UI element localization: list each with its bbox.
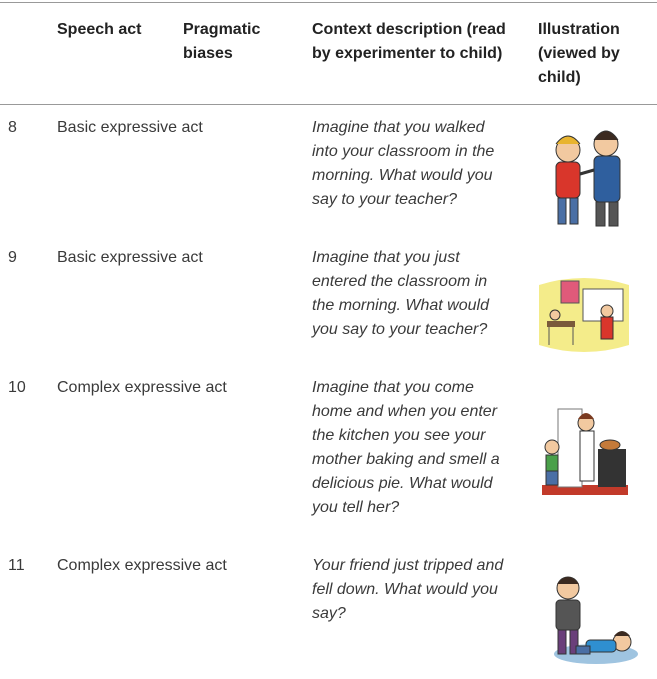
row-number: 8: [8, 119, 17, 136]
context: Imagine that you come home and when you …: [312, 379, 500, 516]
illustration: [555, 130, 621, 227]
speech-act: Basic expressive act: [57, 249, 203, 266]
header-cell: Speech act: [57, 21, 142, 38]
header-cell: Illustration (viewed by child): [538, 21, 620, 86]
header-rule: [0, 104, 657, 105]
speech-act: Basic expressive act: [57, 119, 203, 136]
illustration: [542, 408, 628, 495]
header-cell: Context description (read by experimente…: [312, 21, 506, 62]
top-rule: [0, 2, 657, 3]
speech-act: Complex expressive act: [57, 379, 227, 396]
row-number: 11: [8, 557, 25, 574]
header-cell: Pragmatic biases: [183, 21, 261, 62]
illustration: [554, 576, 638, 664]
context: Imagine that you just entered the classr…: [312, 249, 489, 338]
row-number: 10: [8, 379, 26, 396]
speech-act: Complex expressive act: [57, 557, 227, 574]
context: Imagine that you walked into your classr…: [312, 119, 495, 208]
illustration: [539, 278, 629, 352]
row-number: 9: [8, 249, 17, 266]
context: Your friend just tripped and fell down. …: [312, 557, 504, 622]
